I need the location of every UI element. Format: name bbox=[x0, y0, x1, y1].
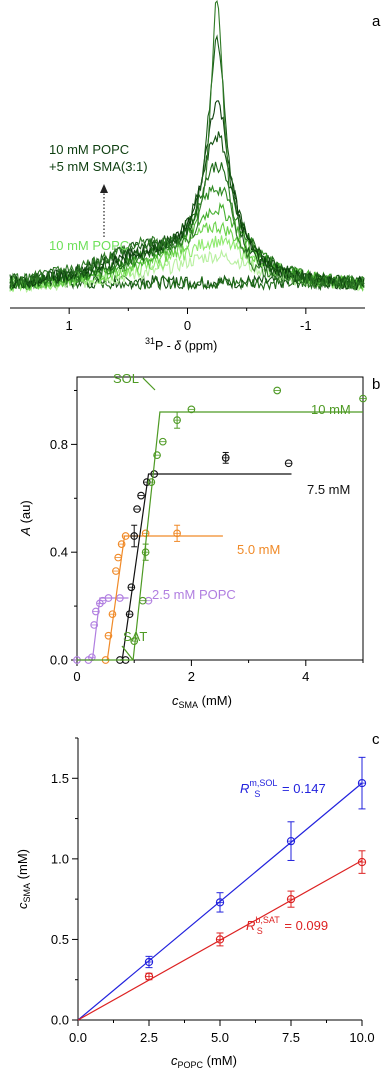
y-tick-label-b: 0.0 bbox=[50, 653, 68, 668]
ratio-label-sol: Rm,SOL S = 0.147 bbox=[240, 778, 326, 799]
panel-c: c 0.0 2.5 5.0 7.5 10.0 0.0 0.5 1.0 1.5 Rm,SOL S =… bbox=[15, 731, 380, 1070]
svg-text:cSMA (mM): cSMA (mM) bbox=[172, 693, 232, 710]
svg-text:31P - δ (ppm): 31P - δ (ppm) bbox=[145, 336, 217, 353]
axis-ticks-c: 0.0 2.5 5.0 7.5 10.0 0.0 0.5 1.0 1.5 bbox=[51, 737, 375, 1045]
svg-text:A (au): A (au) bbox=[18, 500, 33, 536]
annotation-sat-text: SAT bbox=[123, 629, 147, 644]
y-label-unit-b: (au) bbox=[18, 500, 33, 527]
legend-bottom: 10 mM POPC bbox=[49, 238, 129, 253]
x-label-unit-c: (mM) bbox=[203, 1053, 237, 1068]
plot-frame-b bbox=[76, 376, 364, 661]
annotation-sol: SOL bbox=[113, 371, 156, 391]
annotation-sol-text: SOL bbox=[113, 371, 139, 386]
series-label-b: 5.0 mM bbox=[237, 542, 280, 557]
x-tick-label-b: 2 bbox=[188, 669, 195, 684]
panel-a: a 1 0 -1 31P - δ (ppm) 10 mM POPC +5 mM SM… bbox=[9, 0, 381, 353]
panel-label-b: b bbox=[372, 376, 380, 393]
series-c-sat bbox=[77, 850, 367, 1021]
series-label-b: 2.5 mM POPC bbox=[152, 587, 236, 602]
x-axis-title-c: cPOPC (mM) bbox=[171, 1053, 237, 1070]
series-group-c bbox=[77, 756, 367, 1021]
x-label-main: P - bbox=[155, 339, 174, 353]
fit-line-b bbox=[77, 411, 363, 661]
ratio-label-sat: Rb,SAT S = 0.099 bbox=[246, 915, 328, 936]
x-tick-label-c: 10.0 bbox=[349, 1030, 374, 1045]
x-tick-label-c: 2.5 bbox=[140, 1030, 158, 1045]
x-tick-label-c: 7.5 bbox=[282, 1030, 300, 1045]
y-tick-label-c: 0.0 bbox=[51, 1013, 69, 1028]
x-axis-title-b: cSMA (mM) bbox=[172, 693, 232, 710]
x-label-superscript: 31 bbox=[145, 336, 155, 346]
x-tick-label-a: -1 bbox=[300, 318, 312, 333]
x-label-sub-b: SMA bbox=[179, 700, 199, 710]
y-axis-title-b: A (au) bbox=[18, 500, 33, 536]
x-label-unit-b: (mM) bbox=[198, 693, 232, 708]
y-tick-label-b: 0.8 bbox=[50, 437, 68, 452]
x-ticks-a: 1 0 -1 bbox=[66, 308, 312, 333]
x-tick-label-c: 5.0 bbox=[211, 1030, 229, 1045]
legend-top-line1: 10 mM POPC bbox=[49, 142, 129, 157]
arrow-up-icon bbox=[100, 184, 108, 193]
x-label-main-c: c bbox=[171, 1053, 178, 1068]
x-tick-label-a: 0 bbox=[184, 318, 191, 333]
y-label-main-c: c bbox=[15, 902, 30, 909]
y-label-main-b: A bbox=[18, 527, 33, 537]
x-label-main-b: c bbox=[172, 693, 179, 708]
y-axis-title-c: cSMA (mM) bbox=[15, 849, 32, 909]
x-tick-label-b: 0 bbox=[73, 669, 80, 684]
spectrum-trace-peak-8 bbox=[9, 100, 365, 291]
series-label-b: 10 mM bbox=[311, 402, 351, 417]
y-tick-label-c: 1.5 bbox=[51, 771, 69, 786]
panel-label-a: a bbox=[372, 13, 381, 30]
series-c-sol bbox=[77, 756, 367, 1021]
y-tick-label-b: 0.4 bbox=[50, 545, 68, 560]
panel-label-c: c bbox=[372, 731, 380, 748]
x-label-unit: (ppm) bbox=[181, 339, 217, 353]
x-axis-title-a: 31P - δ (ppm) bbox=[145, 336, 217, 353]
series-label-b: 7.5 mM bbox=[307, 482, 350, 497]
legend-top-line2: +5 mM SMA(3:1) bbox=[49, 159, 148, 174]
spectra-group bbox=[9, 0, 365, 293]
series-group-b bbox=[73, 386, 367, 664]
y-label-sub-c: SMA bbox=[22, 883, 32, 903]
panel-b: b 0 2 4 0.0 0.4 0.8 2.5 mM POPC 5.0 mM 7.5 mM 10… bbox=[18, 371, 380, 710]
series-labels-c: Rm,SOL S = 0.147 Rb,SAT S = 0.099 bbox=[240, 778, 328, 936]
x-label-delta: δ bbox=[174, 339, 182, 353]
annotation-sat: SAT bbox=[121, 629, 147, 661]
x-tick-label-c: 0.0 bbox=[69, 1030, 87, 1045]
svg-text:cSMA (mM): cSMA (mM) bbox=[15, 849, 32, 909]
series-b-4 bbox=[77, 386, 367, 661]
y-label-unit-c: (mM) bbox=[15, 849, 30, 883]
annotation-sat-arrow bbox=[121, 645, 134, 661]
annotation-sol-arrow bbox=[142, 377, 156, 391]
spectrum-trace-peak-10 bbox=[9, 0, 365, 291]
x-tick-label-b: 4 bbox=[302, 669, 309, 684]
svg-text:cPOPC (mM): cPOPC (mM) bbox=[171, 1053, 237, 1070]
fit-line-b bbox=[77, 597, 129, 661]
y-tick-label-c: 1.0 bbox=[51, 851, 69, 866]
axis-ticks-b: 0 2 4 0.0 0.4 0.8 bbox=[50, 389, 364, 684]
series-labels-b: 2.5 mM POPC 5.0 mM 7.5 mM 10 mM bbox=[152, 402, 351, 602]
spectrum-trace-peak-9 bbox=[9, 34, 365, 289]
y-tick-label-c: 0.5 bbox=[51, 932, 69, 947]
x-label-sub-c: POPC bbox=[178, 1060, 204, 1070]
x-tick-label-a: 1 bbox=[66, 318, 73, 333]
